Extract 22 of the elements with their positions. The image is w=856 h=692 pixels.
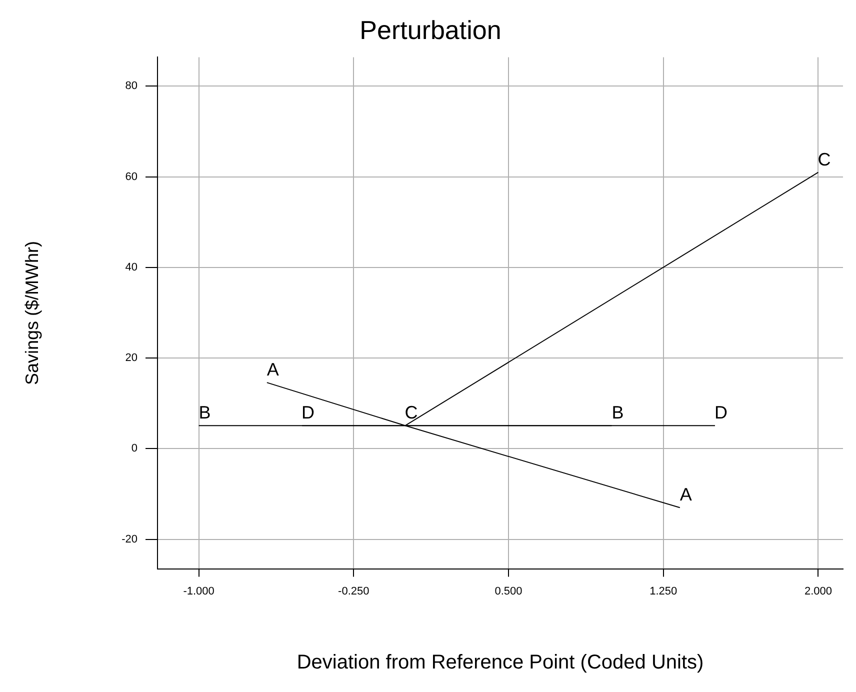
y-tick-label: 80 <box>125 80 138 92</box>
series-label: D <box>302 402 315 423</box>
series-label: B <box>198 402 211 423</box>
text: D <box>714 402 728 423</box>
y-tick-label: 40 <box>125 261 138 274</box>
series-label: A <box>680 484 692 505</box>
chart-title: Perturbation <box>360 14 502 45</box>
x-tick-label: 0.500 <box>494 585 522 598</box>
x-axis-title: Deviation from Reference Point (Coded Units) <box>296 652 704 674</box>
x-tick-label: 1.250 <box>650 585 678 598</box>
x-tick-label: -0.250 <box>338 585 370 598</box>
text: A <box>266 360 279 380</box>
y-axis-title: Savings ($/MWhr) <box>22 240 42 386</box>
text: C <box>818 149 831 170</box>
x-tick-label: -1.000 <box>183 585 214 598</box>
series-label: C <box>404 402 418 423</box>
text: B <box>612 402 624 423</box>
y-tick-label: -20 <box>122 533 138 546</box>
y-tick-label: 20 <box>125 352 138 364</box>
y-tick-label: 60 <box>125 170 138 183</box>
y-tick-label: 0 <box>131 442 138 455</box>
x-tick-label: 2.000 <box>804 585 832 598</box>
